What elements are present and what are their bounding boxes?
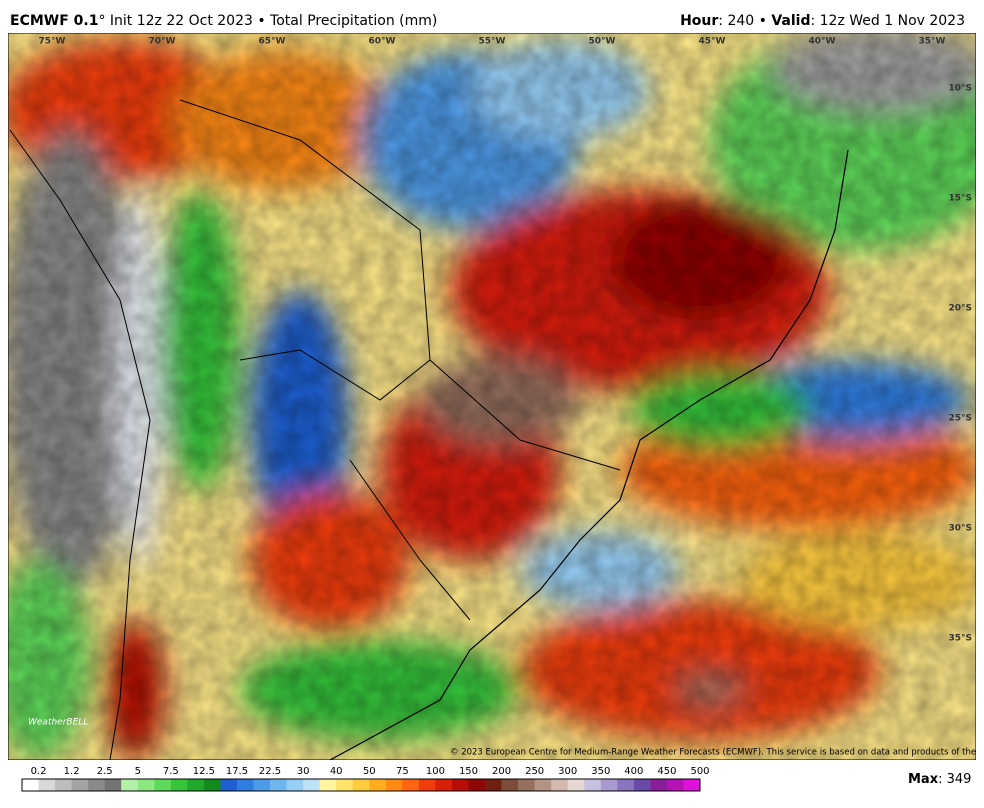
legend-swatch	[518, 779, 535, 791]
legend-tick: 300	[558, 766, 577, 777]
longitude-label: 60°W	[369, 37, 396, 47]
latitude-labels: 10°S 15°S 20°S 25°S 30°S 35°S	[948, 84, 972, 644]
longitude-label: 75°W	[39, 37, 66, 47]
legend-swatch	[600, 779, 618, 791]
legend-tick: 1.2	[64, 766, 80, 777]
latitude-label: 15°S	[948, 194, 972, 204]
longitude-label: 40°W	[809, 37, 836, 47]
legend-swatch	[369, 779, 387, 791]
legend-tick: 150	[459, 766, 478, 777]
legend-swatch	[71, 779, 89, 791]
legend-swatch	[220, 779, 238, 791]
legend-swatch	[485, 779, 502, 791]
longitude-label: 35°W	[919, 37, 946, 47]
legend-tick: 250	[525, 766, 544, 777]
legend-swatch	[650, 779, 668, 791]
max: Max: 349	[908, 772, 971, 787]
legend-swatch	[666, 779, 684, 791]
legend-swatch	[534, 779, 552, 791]
legend-swatch	[501, 779, 519, 791]
legend-tick: 400	[624, 766, 643, 777]
legend-tick: 0.2	[31, 766, 47, 777]
title-rest: ° Init 12z 22 Oct 2023 • Total Precipita…	[98, 13, 437, 29]
longitude-label: 50°W	[589, 37, 616, 47]
legend-tick: 7.5	[163, 766, 179, 777]
legend-swatch	[468, 779, 486, 791]
legend-swatch	[121, 779, 139, 791]
legend-swatch	[154, 779, 172, 791]
legend-swatch	[451, 779, 469, 791]
legend-tick: 100	[426, 766, 445, 777]
legend-swatch	[319, 779, 337, 791]
legend-swatch	[617, 779, 635, 791]
longitude-label: 65°W	[259, 37, 286, 47]
header-left: ECMWF 0.1° Init 12z 22 Oct 2023 • Total …	[10, 13, 437, 29]
legend-tick: 2.5	[97, 766, 113, 777]
longitude-label: 70°W	[149, 37, 176, 47]
legend-swatch	[584, 779, 602, 791]
legend-swatch	[236, 779, 254, 791]
hour-label: Hour	[680, 13, 718, 29]
legend-tick: 500	[690, 766, 709, 777]
legend-tick: 5	[135, 766, 141, 777]
legend-swatch	[88, 779, 105, 791]
longitude-label: 55°W	[479, 37, 506, 47]
latitude-label: 10°S	[948, 84, 972, 94]
valid-label: Valid	[771, 13, 810, 29]
legend-swatch	[633, 779, 651, 791]
legend-frame	[21, 778, 701, 792]
legend-swatch	[303, 779, 320, 791]
valid-value: : 12z Wed 1 Nov 2023	[810, 13, 965, 29]
legend-swatch	[435, 779, 453, 791]
max-label: Max	[908, 772, 939, 787]
legend-tick: 50	[363, 766, 376, 777]
legend-swatch	[683, 779, 701, 791]
legend-tick: 22.5	[259, 766, 281, 777]
legend-swatch	[385, 779, 403, 791]
logo: WeatherBELL	[28, 718, 88, 728]
credit: © 2023 European Centre for Medium-Range …	[450, 748, 984, 758]
legend-tick: 75	[396, 766, 409, 777]
legend-swatch	[137, 779, 155, 791]
legend-swatch	[203, 779, 221, 791]
latitude-label: 30°S	[948, 524, 972, 534]
latitude-label: 25°S	[948, 414, 972, 424]
legend-tick: 40	[330, 766, 343, 777]
max-value: : 349	[938, 772, 971, 787]
legend-swatch	[187, 779, 205, 791]
hour-value: : 240 •	[718, 13, 771, 29]
latitude-label: 35°S	[948, 634, 972, 644]
legend-tick: 17.5	[226, 766, 248, 777]
legend-tick: 200	[492, 766, 511, 777]
longitude-label: 45°W	[699, 37, 726, 47]
legend-swatch	[418, 779, 436, 791]
title-bold: ECMWF 0.1	[10, 13, 98, 29]
header-right: Hour: 240 • Valid: 12z Wed 1 Nov 2023	[680, 13, 965, 29]
legend: 0.2 1.2 2.5 5 7.5 12.5 17.5 22.5 30 40 50 75 100 150 2…	[21, 766, 710, 792]
latitude-label: 20°S	[948, 304, 972, 314]
legend-tick: 30	[297, 766, 310, 777]
legend-swatch	[567, 779, 585, 791]
legend-swatch	[286, 779, 304, 791]
legend-swatch	[352, 779, 370, 791]
legend-swatch	[22, 779, 39, 791]
legend-swatch	[336, 779, 354, 791]
legend-swatch	[402, 779, 420, 791]
legend-swatch	[170, 779, 188, 791]
legend-tick: 450	[657, 766, 676, 777]
legend-swatch	[253, 779, 271, 791]
longitude-labels: 75°W 70°W 65°W 60°W 55°W 50°W 45°W 40°W 35°W	[39, 37, 946, 47]
map: © 2023 European Centre for Medium-Range …	[8, 33, 984, 760]
legend-swatch	[270, 779, 287, 791]
legend-swatch	[38, 779, 56, 791]
legend-swatch	[55, 779, 72, 791]
legend-tick: 350	[591, 766, 610, 777]
legend-tick: 12.5	[193, 766, 215, 777]
legend-swatch	[104, 779, 122, 791]
legend-swatch	[551, 779, 569, 791]
